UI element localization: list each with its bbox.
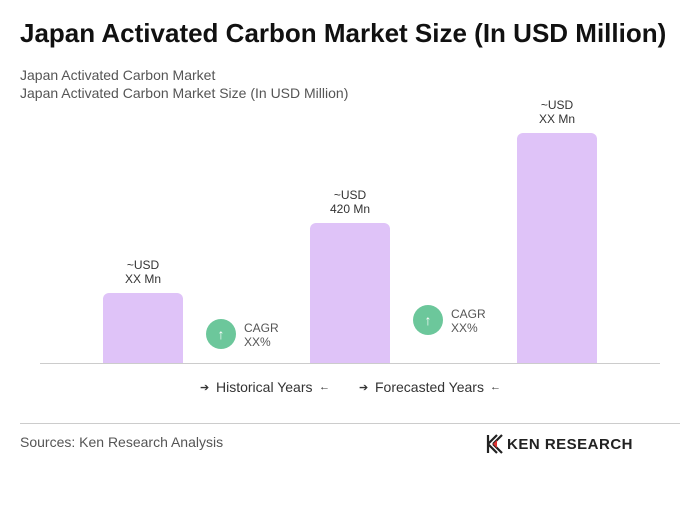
cagr-icon: ↑	[413, 305, 443, 335]
logo-icon	[486, 434, 503, 454]
subtitle: Japan Activated Carbon Market Size (In U…	[20, 85, 349, 101]
source: Sources: Ken Research Analysis	[20, 434, 224, 450]
bar	[310, 223, 390, 363]
baseline	[40, 363, 660, 364]
period-label: Forecasted Years	[375, 379, 484, 395]
logo-text: KEN RESEARCH	[507, 436, 634, 453]
bar	[517, 133, 597, 363]
arrow: ←	[319, 381, 330, 393]
arrow: ←	[490, 381, 501, 393]
value-label: ~USD XX Mn	[538, 98, 575, 126]
arrow: ➔	[359, 382, 369, 394]
value-label: ~USD XX Mn	[124, 258, 161, 286]
bar	[103, 293, 183, 363]
value-label: ~USD 420 Mn	[329, 188, 371, 216]
cagr-label: CAGR XX%	[244, 321, 279, 349]
cagr-label: CAGR XX%	[451, 307, 486, 335]
period-label: Historical Years	[216, 379, 313, 395]
arrow: ➔	[200, 382, 210, 394]
subtitle: Japan Activated Carbon Market	[20, 67, 216, 83]
cagr-icon: ↑	[206, 319, 236, 349]
chart-title: Japan Activated Carbon Market Size (In U…	[20, 18, 667, 48]
divider	[20, 423, 680, 424]
